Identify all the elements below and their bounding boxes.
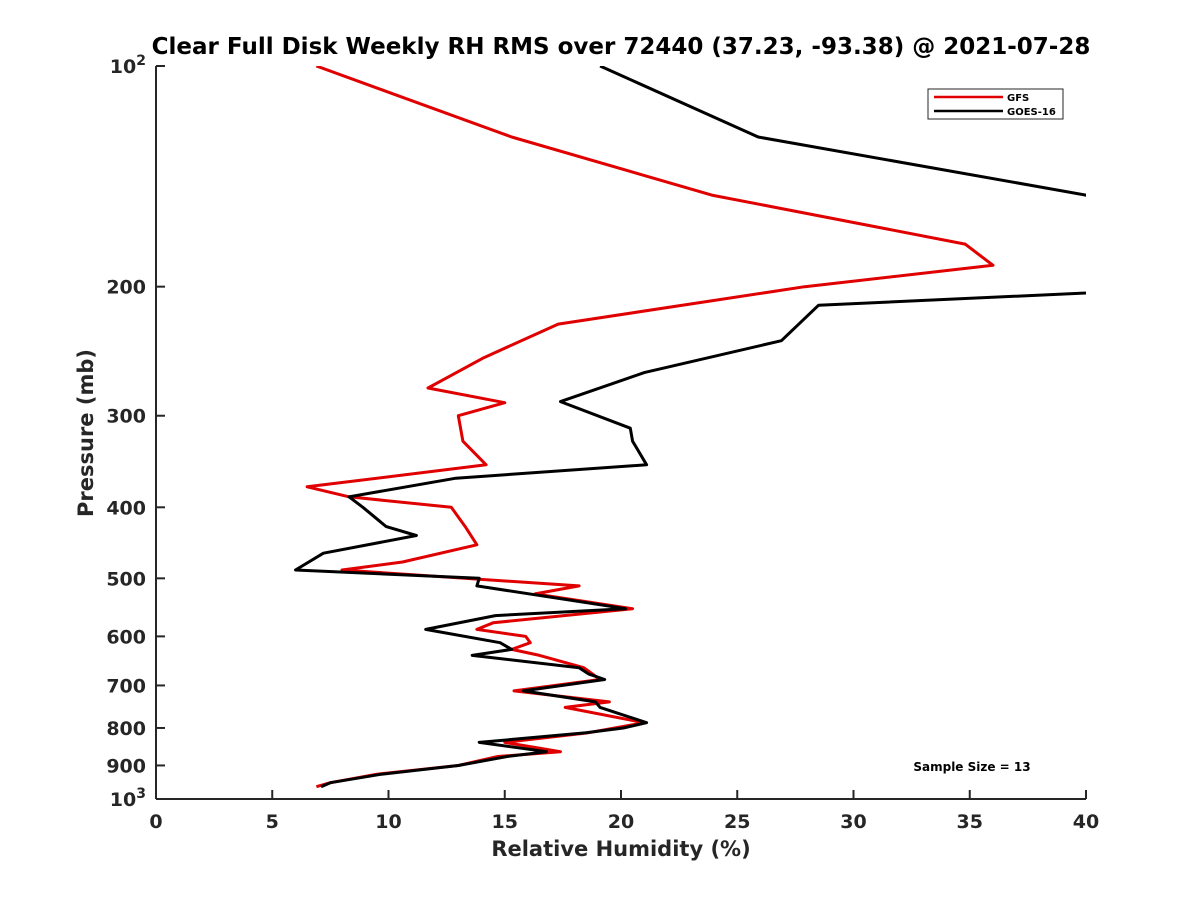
legend-box	[927, 88, 1064, 120]
y-tick-label: 800	[106, 718, 146, 740]
y-tick-label: 102	[110, 53, 146, 78]
x-ticks: 0 5 10 15 20 25 30 35 40	[149, 790, 1099, 833]
x-tick-label: 30	[840, 811, 866, 833]
series-line-goes-16	[294, 66, 1086, 789]
legend-label-goes-16: GOES-16	[1007, 107, 1056, 118]
x-axis-label: Relative Humidity (%)	[491, 837, 750, 861]
x-tick-label: 25	[724, 811, 750, 833]
chart-title: Clear Full Disk Weekly RH RMS over 72440…	[152, 34, 1091, 60]
series-line-gfs	[305, 66, 995, 789]
sample-size-annotation: Sample Size = 13	[913, 760, 1030, 774]
x-tick-label: 40	[1073, 811, 1099, 833]
legend-label-gfs: GFS	[1007, 93, 1029, 104]
y-tick-label: 500	[106, 568, 146, 590]
y-tick-label: 300	[106, 406, 146, 428]
x-tick-label: 35	[957, 811, 983, 833]
x-tick-label: 15	[492, 811, 518, 833]
y-tick-label: 700	[106, 675, 146, 697]
legend: GFS GOES-16	[927, 88, 1064, 120]
y-tick-label: 900	[106, 755, 146, 777]
x-tick-label: 10	[375, 811, 401, 833]
x-tick-label: 0	[149, 811, 162, 833]
y-ticks: 102 200 300 400 500 600 700 800 900 103	[106, 53, 165, 811]
series-layer	[294, 66, 1086, 789]
y-tick-label: 200	[106, 277, 146, 299]
axes	[155, 66, 1086, 800]
y-tick-label: 103	[110, 786, 146, 811]
y-axis-label: Pressure (mb)	[74, 349, 98, 517]
x-tick-label: 5	[266, 811, 279, 833]
y-tick-label: 400	[106, 497, 146, 519]
y-tick-label: 600	[106, 626, 146, 648]
x-tick-label: 20	[608, 811, 634, 833]
